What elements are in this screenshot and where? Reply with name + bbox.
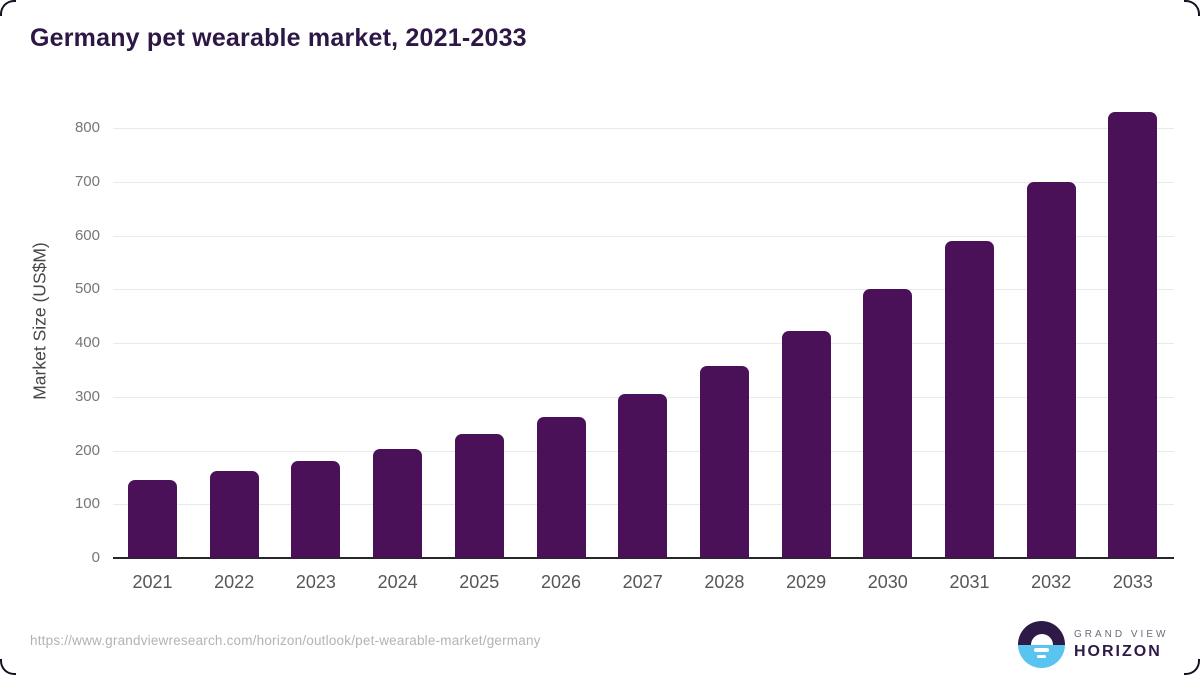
bar-2023 [291,460,341,558]
y-tick-label-100: 100 [74,495,100,513]
x-tick-label-2022: 2022 [214,572,255,592]
x-tick-label-2024: 2024 [377,572,418,592]
bar-2030 [863,289,913,558]
logo-text: GRAND VIEW HORIZON [1074,629,1168,661]
x-tick-label-2026: 2026 [540,572,582,592]
gridline-400 [113,343,1174,344]
y-tick-label-500: 500 [74,280,100,298]
x-tick-label-2025: 2025 [459,572,500,592]
y-tick-label-600: 600 [74,226,100,244]
logo-product-name: HORIZON [1074,642,1162,660]
y-tick-label-200: 200 [74,441,100,459]
gridline-500 [113,289,1174,291]
bar-2031 [945,240,994,558]
logo-brand-name: GRAND VIEW [1074,628,1169,640]
y-axis-title-label: Market Size (US$M) [29,242,50,400]
bar-2032 [1026,181,1076,558]
x-tick-label-2032: 2032 [1031,572,1072,592]
bar-2021 [128,480,177,558]
x-axis-line [113,557,1174,559]
gridline-800 [113,128,1174,129]
y-tick-label-400: 400 [74,334,100,351]
x-tick-label-2033: 2033 [1112,572,1153,592]
x-tick-label-2029: 2029 [786,572,827,592]
gridline-600 [113,235,1174,237]
source-url: https://www.grandviewresearch.com/horizo… [30,633,541,648]
bar-2027 [618,393,668,558]
x-tick-label-2027: 2027 [622,572,663,592]
x-tick-label-2030: 2030 [867,572,908,592]
y-tick-label-0: 0 [91,549,100,566]
chart-title: Germany pet wearable market, 2021-2033 [30,24,527,52]
bar-2033 [1108,111,1158,558]
bar-2028 [699,366,749,558]
bar-2029 [781,331,831,558]
bar-2022 [209,470,259,558]
bar-2026 [536,416,586,558]
grand-view-horizon-logo: GRAND VIEW HORIZON [1018,621,1168,668]
x-tick-label-2023: 2023 [295,572,336,592]
horizon-sun-icon [1018,621,1065,668]
bar-2025 [454,434,504,558]
y-tick-label-800: 800 [74,119,100,136]
y-tick-label-700: 700 [74,172,100,190]
bar-2024 [373,448,423,558]
y-tick-label-300: 300 [74,387,100,405]
gridline-700 [113,181,1174,183]
x-tick-label-2021: 2021 [132,572,173,592]
x-tick-label-2028: 2028 [704,572,745,592]
x-tick-label-2031: 2031 [949,572,990,592]
